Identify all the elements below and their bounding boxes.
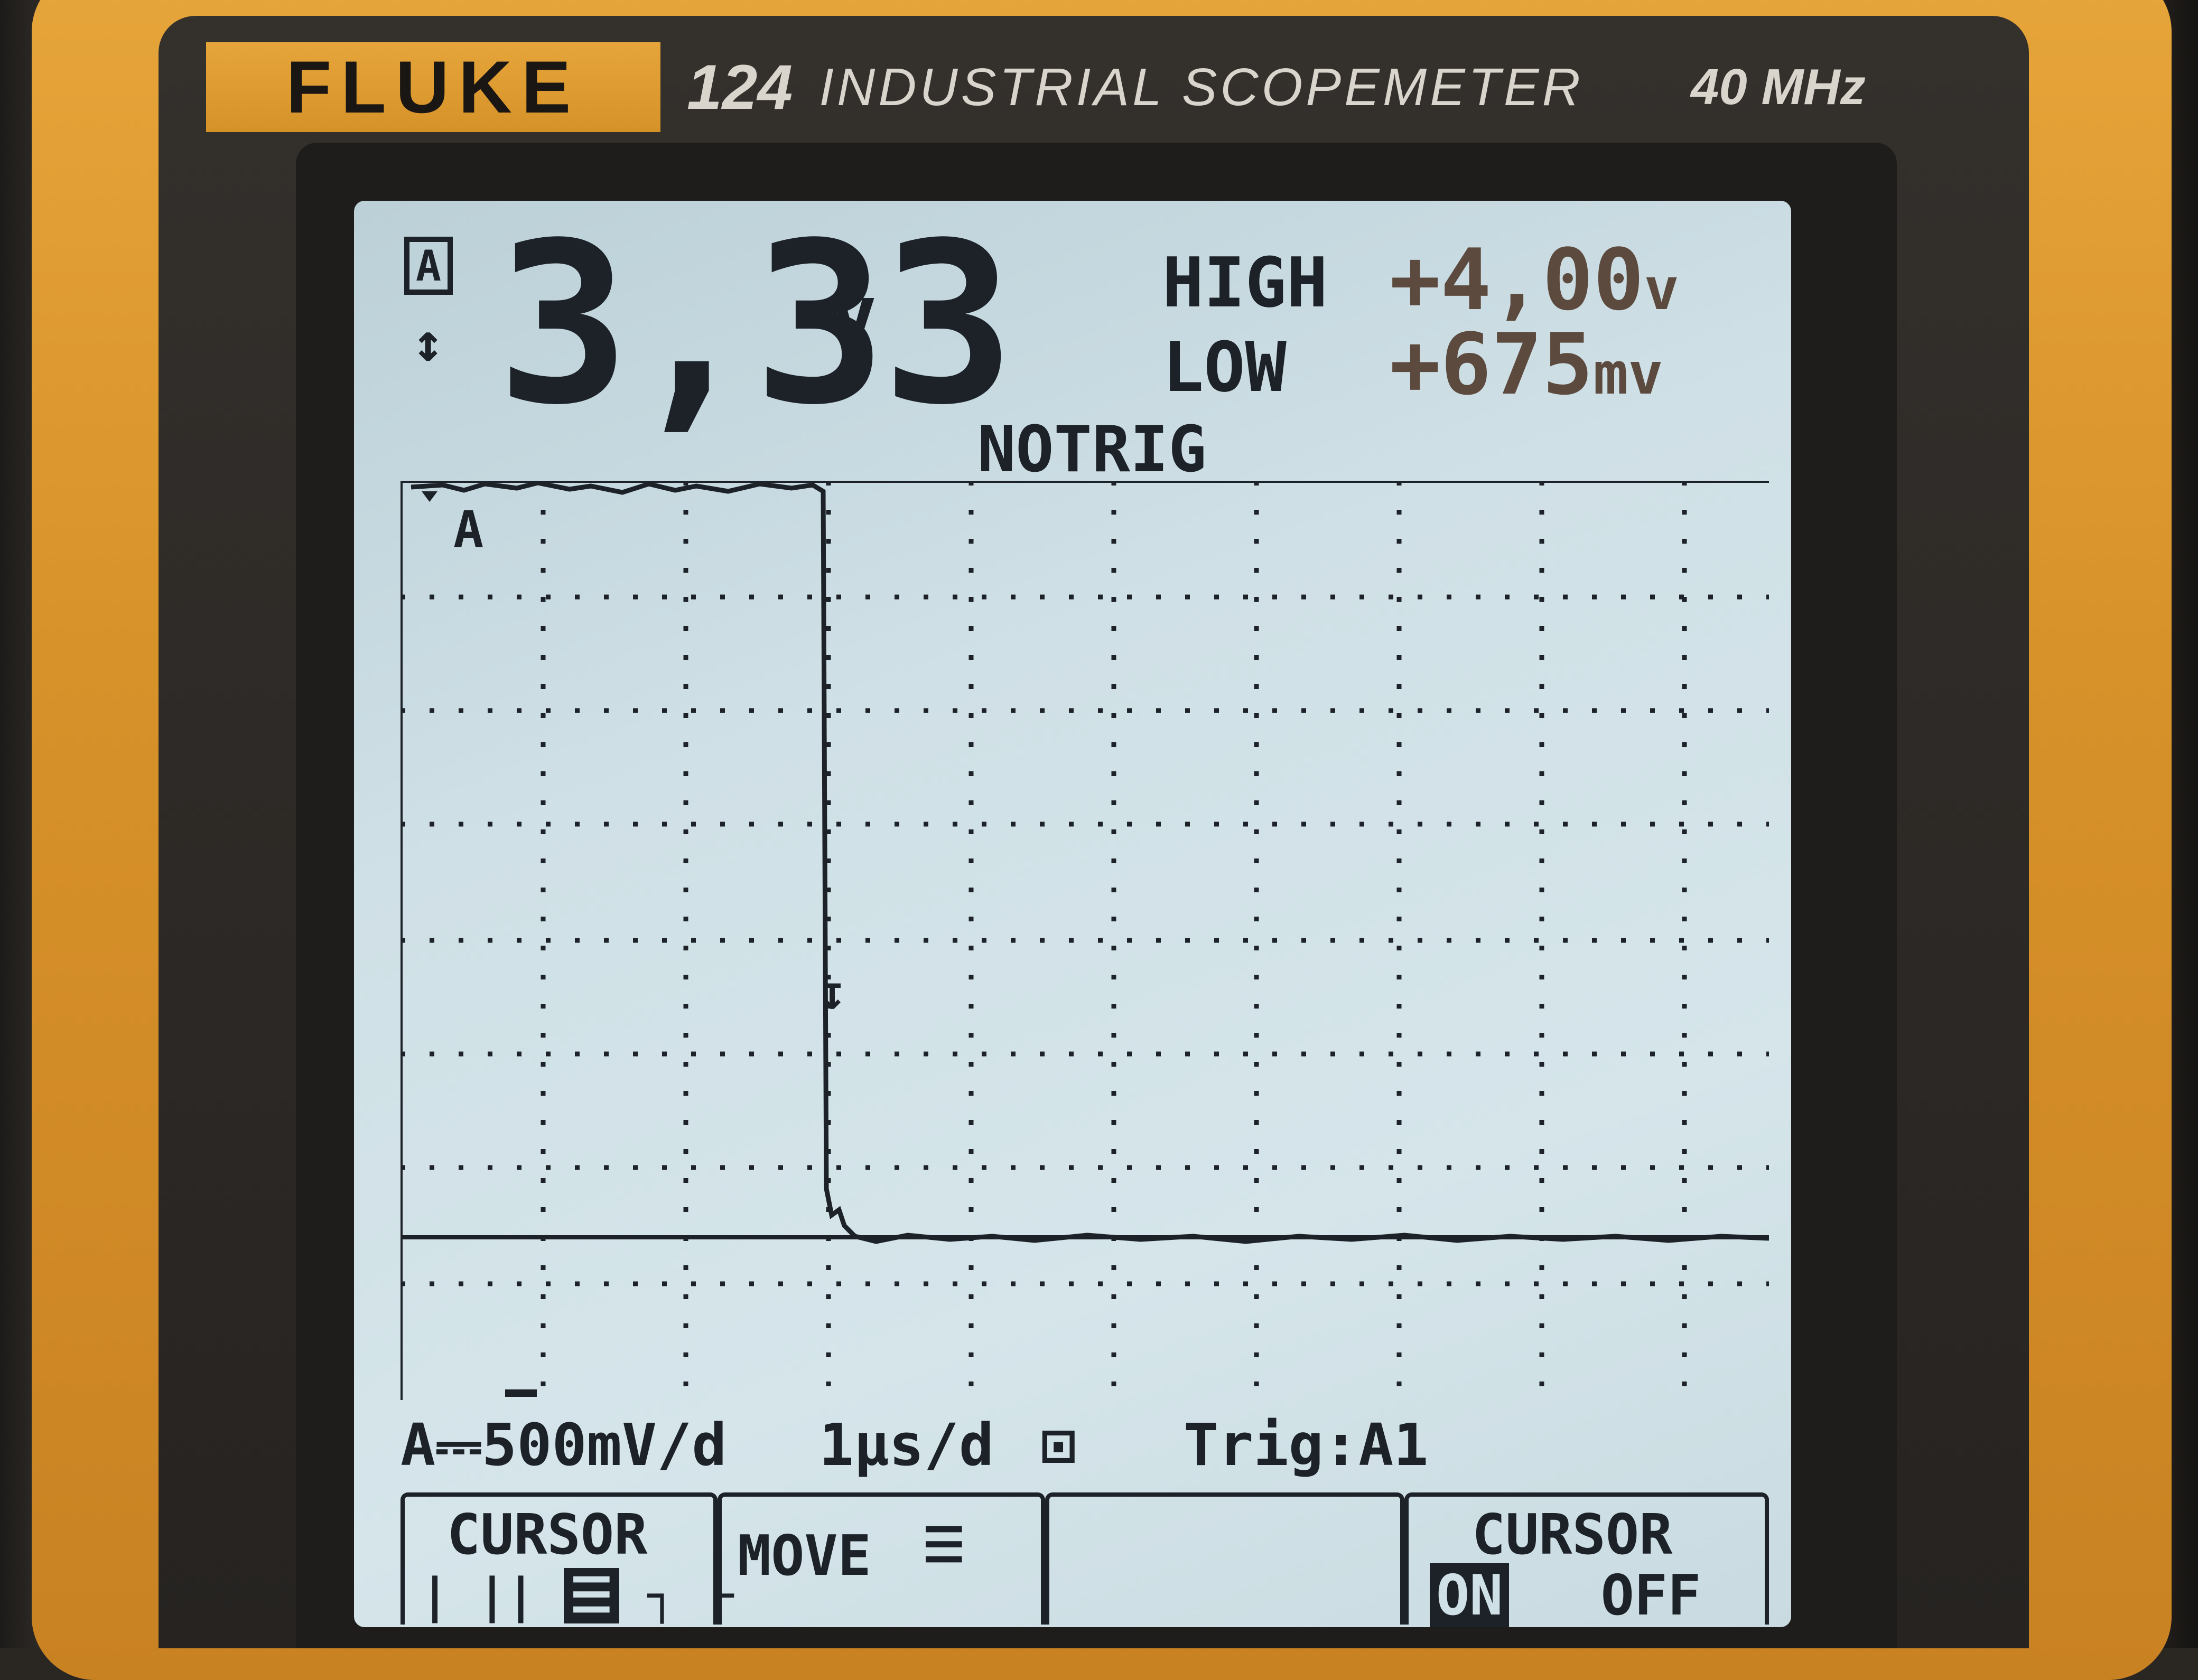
softkey-move-title: MOVE (738, 1524, 871, 1588)
cursor-option-1: | (421, 1568, 450, 1623)
lcd-screen: A ↕ 3,33 v HIGH +4,00v LOW +675mv NOTRIG (354, 201, 1791, 1627)
channel-scale: A⎓500mV/d (401, 1411, 727, 1479)
cursor-onoff-options: ON OFF (1430, 1563, 1701, 1627)
trigger-point-icon: ↧ (818, 965, 846, 1021)
low-label: LOW (1162, 327, 1287, 407)
high-unit: v (1644, 255, 1679, 323)
cursor-type-options: | || ☰ ┐ └ (421, 1568, 733, 1623)
timebase: 1µs/d (819, 1411, 994, 1479)
cursor-option-2: || (478, 1568, 535, 1623)
high-reading: +4,00v (1390, 238, 1679, 323)
high-label: HIGH (1162, 242, 1328, 323)
grid-lines (401, 481, 1769, 1400)
model-number: 124 (687, 52, 793, 123)
channel-a-zero-marker (505, 1389, 537, 1397)
softkey-blank[interactable] (1045, 1492, 1404, 1625)
model-name: INDUSTRIAL SCOPEMETER (819, 57, 1584, 117)
channel-a-ground-marker-icon (422, 491, 437, 502)
low-value: +675 (1390, 315, 1594, 414)
main-reading-value: 3,33 (497, 201, 1015, 454)
brand-name: FLUKE (286, 45, 581, 128)
softkey-bar: CURSOR | || ☰ ┐ └ MOVE ☰ CURSOR ON OFF (401, 1492, 1769, 1627)
model-label: 124 INDUSTRIAL SCOPEMETER (687, 45, 1584, 129)
waveform-trace (411, 481, 1769, 1244)
cursor-off-option: OFF (1600, 1563, 1701, 1627)
trigger-slope-icon: ⊡ (1041, 1411, 1076, 1479)
cursor-option-4: ┐ (647, 1568, 676, 1623)
low-unit: mv (1593, 340, 1663, 407)
low-reading: +675mv (1390, 322, 1663, 408)
cursor-on-option: ON (1430, 1563, 1510, 1627)
bandwidth-label: 40 MHz (1691, 59, 1866, 115)
main-reading-unit: v (830, 268, 878, 360)
peak-to-peak-icon: ↕ (412, 312, 444, 374)
brand-label: FLUKE (206, 42, 660, 132)
trigger-status: NOTRIG (977, 413, 1207, 487)
move-selector-icon: ☰ (923, 1518, 965, 1573)
softkey-move[interactable]: MOVE ☰ (718, 1492, 1045, 1625)
softkey-cursor-onoff[interactable]: CURSOR ON OFF (1404, 1492, 1769, 1627)
softkey-cursor-type[interactable]: CURSOR | || ☰ ┐ └ (401, 1492, 733, 1625)
trace-label: A (453, 501, 483, 559)
waveform-graticule: A ↧ (401, 481, 1769, 1400)
trigger-source: Trig:A1 (1184, 1411, 1429, 1479)
softkey-cursor-type-title: CURSOR (447, 1502, 648, 1567)
softkey-cursor-onoff-title: CURSOR (1472, 1502, 1673, 1567)
cursor-option-3: ☰ (563, 1568, 619, 1623)
high-value: +4,00 (1390, 230, 1644, 329)
channel-indicator: A (404, 237, 453, 295)
channel-label: A (415, 241, 442, 291)
